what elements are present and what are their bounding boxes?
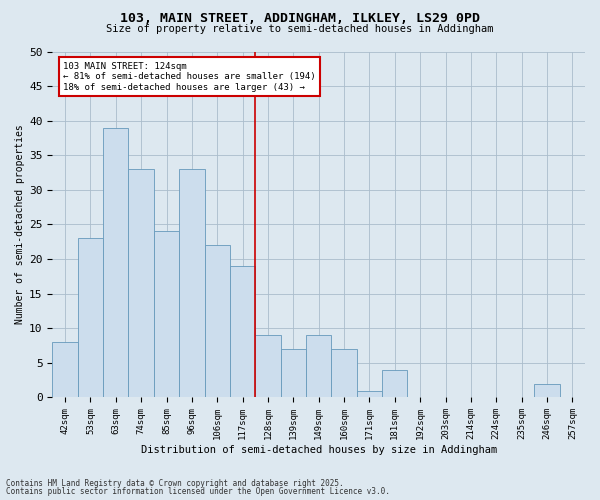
- Bar: [357, 390, 382, 398]
- Y-axis label: Number of semi-detached properties: Number of semi-detached properties: [15, 124, 25, 324]
- X-axis label: Distribution of semi-detached houses by size in Addingham: Distribution of semi-detached houses by …: [140, 445, 497, 455]
- Text: 103 MAIN STREET: 124sqm
← 81% of semi-detached houses are smaller (194)
18% of s: 103 MAIN STREET: 124sqm ← 81% of semi-de…: [63, 62, 316, 92]
- Bar: [103, 128, 128, 398]
- Bar: [230, 266, 255, 398]
- Bar: [534, 384, 560, 398]
- Bar: [255, 335, 281, 398]
- Bar: [179, 169, 205, 398]
- Bar: [382, 370, 407, 398]
- Bar: [205, 245, 230, 398]
- Text: Size of property relative to semi-detached houses in Addingham: Size of property relative to semi-detach…: [106, 24, 494, 34]
- Bar: [78, 238, 103, 398]
- Bar: [281, 349, 306, 398]
- Bar: [154, 232, 179, 398]
- Bar: [306, 335, 331, 398]
- Bar: [128, 169, 154, 398]
- Text: 103, MAIN STREET, ADDINGHAM, ILKLEY, LS29 0PD: 103, MAIN STREET, ADDINGHAM, ILKLEY, LS2…: [120, 12, 480, 26]
- Bar: [52, 342, 78, 398]
- Bar: [331, 349, 357, 398]
- Text: Contains HM Land Registry data © Crown copyright and database right 2025.: Contains HM Land Registry data © Crown c…: [6, 478, 344, 488]
- Text: Contains public sector information licensed under the Open Government Licence v3: Contains public sector information licen…: [6, 487, 390, 496]
